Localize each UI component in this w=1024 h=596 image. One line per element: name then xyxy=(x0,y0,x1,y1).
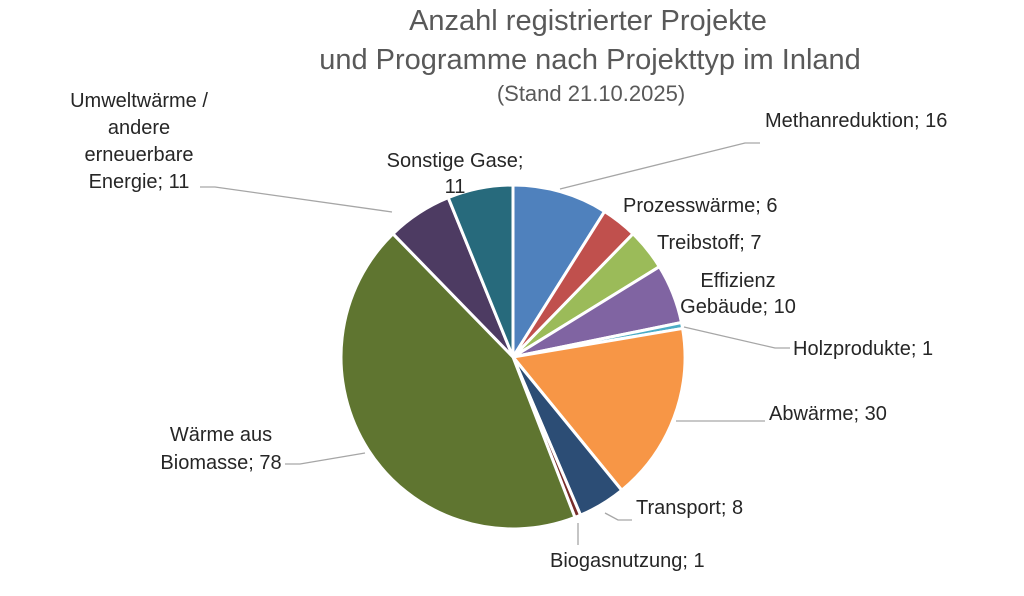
data-label-abwaerme: Abwärme; 30 xyxy=(769,403,887,425)
data-label-biomasse: Wärme aus Biomasse; 78 xyxy=(160,424,281,474)
pie-slice-wärme-aus-biomasse xyxy=(339,232,577,531)
data-label-sonstige-gase: Sonstige Gase; 11 xyxy=(387,150,524,198)
pie-slice-abwärme xyxy=(511,326,687,492)
data-label-biogasnutzung: Biogasnutzung; 1 xyxy=(550,550,705,572)
leader-line-biomasse xyxy=(285,452,366,465)
pie-slices xyxy=(339,183,687,531)
data-label-treibstoff: Treibstoff; 7 xyxy=(657,232,762,254)
leader-line-holzprodukte xyxy=(683,326,790,349)
data-label-transport: Transport; 8 xyxy=(636,497,743,519)
data-label-methanreduktion: Methanreduktion; 16 xyxy=(765,110,947,132)
chart-subtitle: (Stand 21.10.2025) xyxy=(497,81,685,106)
pie-slice-methanreduktion xyxy=(511,183,607,359)
data-label-prozesswaerme: Prozesswärme; 6 xyxy=(623,195,778,217)
data-label-effizienz-gebaeude: Effizienz Gebäude; 10 xyxy=(680,270,796,318)
chart-title: Anzahl registrierter Projekte xyxy=(409,5,767,37)
leader-line-transport xyxy=(604,512,632,521)
leader-line-methanreduktion xyxy=(559,142,760,190)
data-labels: Methanreduktion; 16 Prozesswärme; 6 Trei… xyxy=(70,90,947,572)
leader-lines xyxy=(200,142,790,545)
pie-slice-sonstige-gase xyxy=(446,183,515,359)
data-label-holzprodukte: Holzprodukte; 1 xyxy=(793,338,933,360)
data-label-umweltwaerme: Umweltwärme / andere erneuerbare Energie; 1… xyxy=(70,90,208,193)
leader-line-umweltwaerme xyxy=(200,186,393,213)
chart-title-line2: und Programme nach Projekttyp im Inland xyxy=(319,44,861,76)
